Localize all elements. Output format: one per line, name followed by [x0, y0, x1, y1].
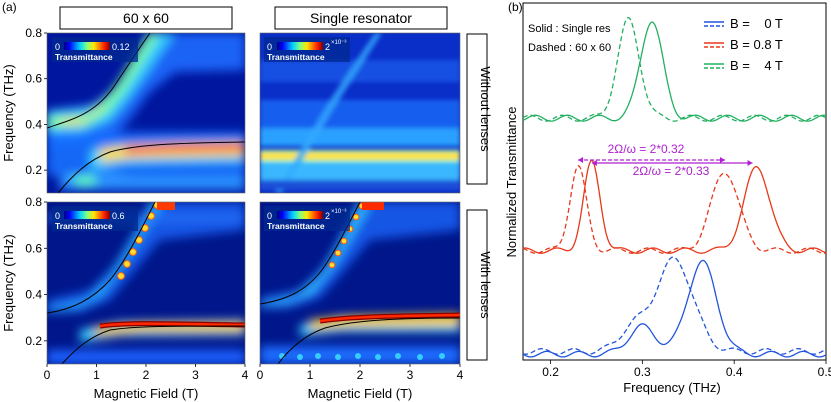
series-line-dashed: [522, 256, 827, 355]
legend-entry: B = 4 T: [730, 58, 783, 73]
legend: B = 0 T B = 0.8 T B = 4 T: [704, 16, 783, 73]
arrow-head-right: [747, 160, 753, 166]
heatmap-xlabel: Magnetic Field (T): [94, 386, 199, 401]
annotation-dashed: Dashed : 60 x 60: [528, 42, 611, 54]
series-line-solid: [522, 159, 827, 254]
heatmap-ylabel: Frequency (THz): [1, 64, 16, 162]
column-title-1: 60 x 60: [123, 10, 169, 26]
xtick-label: 0: [44, 368, 51, 382]
xtick-label: 4: [242, 368, 249, 382]
series-line-dashed: [522, 165, 827, 254]
ytick-label: 0.4: [25, 288, 42, 302]
ytick-label: 0.2: [25, 163, 42, 177]
xtick-label: 1: [307, 368, 314, 382]
spectra-xtick-label: 0.2: [542, 365, 559, 379]
xtick-label: 1: [93, 368, 100, 382]
spectra-xtick-label: 0.4: [726, 365, 743, 379]
series-line-dashed: [522, 16, 827, 122]
colorbar-4-min: 0: [267, 211, 272, 221]
colorbar-3-max: 0.6: [112, 211, 125, 221]
colorbar-4-exp: ×10⁻³: [331, 209, 346, 215]
panel-label-b: (b): [508, 0, 523, 14]
legend-entry: B = 0 T: [730, 16, 783, 31]
ytick-label: 0.6: [25, 72, 42, 86]
xtick-label: 3: [407, 368, 414, 382]
spectra-x-axis: 0.2 0.3 0.4 0.5: [542, 360, 831, 379]
spectra-lines: [522, 16, 827, 358]
arrow-head-left: [591, 160, 597, 166]
heatmap-xlabel: Magnetic Field (T): [308, 386, 413, 401]
ytick-label: 0.8: [25, 26, 42, 40]
row-title-box-2: [466, 209, 488, 361]
splitting-label: 2Ω/ω = 2*0.32: [608, 142, 685, 156]
heatmap-60x60-without-lenses: [47, 33, 245, 193]
colorbar-2-label: Transmittance: [267, 52, 325, 62]
colorbar-2-min: 0: [267, 42, 272, 52]
spectra-xtick-label: 0.5: [818, 365, 831, 379]
arrow-head-left: [578, 157, 584, 163]
row-title-box-1: [466, 33, 488, 185]
xtick-label: 2: [357, 368, 364, 382]
panel-label-a: (a): [2, 0, 17, 14]
spectra-frame: [522, 2, 827, 361]
colorbar-1: 0 0.12 Transmittance: [52, 37, 138, 62]
colorbar-3-min: 0: [55, 211, 60, 221]
colorbar-4-label: Transmittance: [267, 221, 325, 231]
colorbar-1-label: Transmittance: [55, 52, 113, 62]
colorbar-2-max: 2: [325, 42, 330, 52]
column-title-box-2: [274, 6, 448, 30]
colorbar-1-max: 0.12: [112, 42, 130, 52]
xtick-label: 3: [192, 368, 199, 382]
colorbar-4-max: 2: [325, 211, 330, 221]
spectra-xtick-label: 0.3: [634, 365, 651, 379]
xtick-label: 0: [257, 368, 264, 382]
splitting-arrows: 2Ω/ω = 2*0.32 2Ω/ω = 2*0.33: [578, 142, 753, 178]
spectra-chart: Solid : Single res Dashed : 60 x 60 B = …: [504, 2, 831, 395]
row-title-2: With lenses: [478, 251, 493, 319]
colorbar-1-min: 0: [55, 42, 60, 52]
colorbar-3: 0 0.6 Transmittance: [52, 206, 138, 231]
xtick-label: 4: [457, 368, 464, 382]
column-title-2: Single resonator: [310, 10, 412, 26]
annotation-solid: Solid : Single res: [528, 23, 611, 35]
arrow-head-right: [720, 157, 725, 163]
heatmap-ylabel: Frequency (THz): [1, 234, 16, 332]
heatmap-frame-1: [46, 32, 246, 194]
colorbar-3-label: Transmittance: [55, 221, 113, 231]
series-line-solid: [522, 21, 827, 122]
spectra-ylabel: Normalized Transmittance: [504, 107, 519, 258]
ytick-label: 0.4: [25, 117, 42, 131]
colorbar-2: 0 2 ×10⁻³ Transmittance: [264, 37, 350, 62]
row-title-1: Without lenses: [478, 66, 493, 152]
ytick-label: 0.6: [25, 241, 42, 255]
xtick-label: 2: [143, 368, 150, 382]
column-title-box-1: [59, 6, 233, 30]
heatmap-frame-2: [259, 32, 461, 194]
colorbar-2-exp: ×10⁻³: [331, 40, 346, 46]
colorbar-4: 0 2 ×10⁻³ Transmittance: [264, 206, 350, 231]
legend-entry: B = 0.8 T: [730, 37, 783, 52]
ytick-label: 0.8: [25, 195, 42, 209]
splitting-label: 2Ω/ω = 2*0.33: [633, 164, 710, 178]
spectra-xlabel: Frequency (THz): [623, 380, 721, 395]
ytick-label: 0.2: [25, 334, 42, 348]
heatmap-axes: 0.2 0.4 0.6 0.8 Frequency (THz) 0.2 0.4 0.6 0.8 F…: [1, 26, 464, 401]
